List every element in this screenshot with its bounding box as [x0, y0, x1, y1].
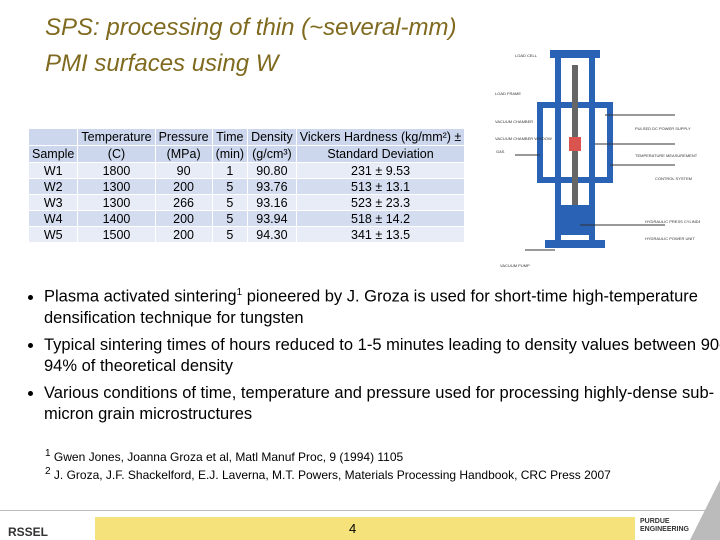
table-cell: 5	[211, 210, 249, 227]
footnote-mark: 1	[45, 448, 51, 459]
header-cell: Density	[247, 128, 297, 146]
diagram-label: PULSED DC POWER SUPPLY	[635, 126, 691, 131]
table-cell: 5	[211, 178, 249, 195]
table-cell: 93.16	[247, 194, 297, 211]
diagram-label: VACUUM PUMP	[500, 263, 530, 268]
diagram-label: HYDRAULIC POWER UNIT	[645, 236, 695, 241]
table-cell: 5	[211, 194, 249, 211]
header-cell: (MPa)	[154, 145, 213, 163]
table-cell: 90.80	[247, 162, 297, 179]
brand: PURDUE ENGINEERING	[640, 518, 690, 533]
header-cell: Temperature	[77, 128, 156, 146]
table-cell: 266	[154, 194, 213, 211]
header-cell: (g/cm³)	[247, 145, 297, 163]
bullet-text: pioneered by J. Groza is used for short-…	[44, 287, 698, 327]
header-row: Temperature Pressure Time Density Vickers Ha…	[27, 128, 466, 146]
title: PMI surfaces using W	[45, 50, 279, 77]
diagram-label: CONTROL SYSTEM	[655, 176, 692, 181]
bullet: Typical sintering times of hours reduced…	[44, 335, 720, 377]
title: SPS: processing of thin (~several-mm)	[45, 14, 457, 41]
diagram-label: VACUUM CHAMBER WINDOW	[495, 136, 552, 141]
table-row: W3 1300 266 5 93.16 523 ± 23.3	[27, 194, 466, 211]
diagram-label: HYDRAULIC PRESS CYLINDER	[645, 219, 700, 224]
bullet: Various conditions of time, temperature …	[44, 383, 720, 425]
table-cell: 1500	[77, 226, 156, 243]
table-cell: 1	[211, 162, 249, 179]
table-cell: 200	[154, 210, 213, 227]
header-cell	[27, 128, 79, 146]
table-row: W4 1400 200 5 93.94 518 ± 14.2	[27, 210, 466, 227]
footnote-text: Gwen Jones, Joanna Groza et al, Matl Man…	[53, 450, 404, 464]
header-row: Sample (C) (MPa) (min) (g/cm³) Standard Devia…	[27, 145, 466, 163]
bullet-text: Typical sintering times of hours reduced…	[44, 335, 720, 375]
table-cell: 1800	[77, 162, 156, 179]
table-row: W5 1500 200 5 94.30 341 ± 13.5	[27, 226, 466, 243]
table-cell: 200	[154, 226, 213, 243]
diagram-label: LOAD CELL	[515, 53, 538, 58]
footnote-mark: 2	[45, 466, 51, 477]
table-cell: 1400	[77, 210, 156, 227]
table-cell: 94.30	[247, 226, 297, 243]
table-row: W1 1800 90 1 90.80 231 ± 9.53	[27, 162, 466, 179]
table-row: W2 1300 200 5 93.76 513 ± 13.1	[27, 178, 466, 195]
footer-bar	[95, 517, 635, 540]
corner-graphic	[690, 480, 720, 540]
table-cell: 518 ± 14.2	[295, 210, 466, 227]
header-cell: Vickers Hardness (kg/mm²) ±	[295, 128, 466, 146]
table-cell: 341 ± 13.5	[295, 226, 466, 243]
table-cell: W3	[27, 194, 79, 211]
footnote-text: J. Groza, J.F. Shackelford, E.J. Laverna…	[53, 468, 611, 482]
diagram-label: TEMPERATURE MEASUREMENT	[635, 153, 698, 158]
header-cell: Standard Deviation	[295, 145, 466, 163]
results-table: Temperature Pressure Time Density Vickers Ha…	[27, 128, 466, 243]
table-cell: 200	[154, 178, 213, 195]
bullet-text: Various conditions of time, temperature …	[44, 383, 715, 423]
table-cell: W1	[27, 162, 79, 179]
table-cell: 231 ± 9.53	[295, 162, 466, 179]
diagram-label: INERT GAS	[495, 149, 505, 154]
table-cell: W5	[27, 226, 79, 243]
table-cell: 5	[211, 226, 249, 243]
footnote: 1 Gwen Jones, Joanna Groza et al, Matl M…	[45, 448, 403, 464]
bullet: Plasma activated sintering1 pioneered by…	[44, 282, 720, 329]
header-cell: (C)	[77, 145, 156, 163]
divider	[0, 510, 720, 511]
table-cell: W2	[27, 178, 79, 195]
footnote: 2 J. Groza, J.F. Shackelford, E.J. Laver…	[45, 466, 611, 482]
header-cell: Pressure	[154, 128, 213, 146]
table-cell: 513 ± 13.1	[295, 178, 466, 195]
table-cell: 523 ± 23.3	[295, 194, 466, 211]
table-cell: 1300	[77, 194, 156, 211]
bullet-text: Plasma activated sintering	[44, 287, 237, 306]
diagram-label: LOAD FRAME	[495, 91, 521, 96]
table-cell: 1300	[77, 178, 156, 195]
logo: RSSEL	[8, 525, 49, 539]
header-cell: (min)	[211, 145, 249, 163]
diagram-label: VACUUM CHAMBER	[495, 119, 533, 124]
table-cell: 90	[154, 162, 213, 179]
sps-diagram: LOAD CELL LOAD FRAME VACUUM CHAMBER VACUUM …	[495, 50, 700, 268]
bullet-list: Plasma activated sintering1 pioneered by…	[20, 282, 720, 431]
table-cell: 93.94	[247, 210, 297, 227]
table-cell: 93.76	[247, 178, 297, 195]
superscript: 1	[236, 287, 243, 298]
page-number: 4	[349, 521, 357, 536]
header-cell: Sample	[27, 145, 79, 163]
table-cell: W4	[27, 210, 79, 227]
header-cell: Time	[211, 128, 249, 146]
